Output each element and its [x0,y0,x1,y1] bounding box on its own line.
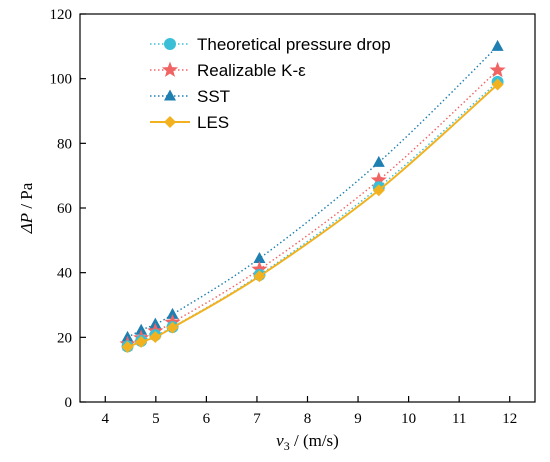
x-axis-subscript: 3 [284,439,290,453]
legend-marker-theoretical-pressure-drop [164,38,176,50]
x-tick-label: 7 [253,411,261,427]
x-axis-title: v3 / (m/s) [276,431,339,453]
x-tick-label: 11 [452,411,466,427]
x-tick-label: 5 [152,411,160,427]
y-axis-unit: / Pa [17,182,36,213]
x-tick-label: 6 [203,411,211,427]
data-point-sst [491,39,504,51]
y-axis-variable: ΔP [17,213,36,234]
series-sst [121,39,504,342]
legend-label-sst: SST [197,87,230,106]
y-tick-label: 120 [50,7,73,23]
series-line-les [127,83,499,348]
legend-label-les: LES [197,113,229,132]
data-point-les [121,341,134,354]
data-point-sst [372,155,385,167]
legend-label-realizable-k: Realizable K-ε [197,61,306,80]
legend-item-sst: SST [150,87,230,106]
data-point-realizable-k [251,260,268,277]
legend-item-realizable-k: Realizable K-ε [150,61,306,80]
series-realizable-k [119,61,506,351]
legend-marker-sst [164,89,176,101]
data-point-sst [253,251,266,263]
data-point-sst [135,323,148,335]
series-theoretical-pressure-drop [121,75,504,353]
series-layer [119,39,506,354]
y-tick-label: 20 [57,330,72,346]
data-point-les [166,321,179,334]
series-line-sst [127,45,499,338]
y-tick-label: 60 [57,201,72,217]
x-tick-label: 9 [354,411,362,427]
data-point-sst [166,307,179,319]
y-tick-label: 80 [57,136,72,152]
legend-marker-les [164,116,176,128]
legend-label-theoretical-pressure-drop: Theoretical pressure drop [197,35,391,54]
y-tick-label: 100 [50,72,73,88]
data-point-realizable-k [489,61,506,78]
x-tick-label: 4 [102,411,110,427]
y-tick-label: 0 [65,395,73,411]
series-les [121,78,504,354]
y-tick-label: 40 [57,266,72,282]
x-tick-label: 12 [502,411,517,427]
legend-marker-realizable-k [161,61,179,77]
legend: Theoretical pressure drop Realizable K-ε S… [150,35,391,132]
series-line-realizable-k [127,69,499,345]
data-point-les [372,184,385,197]
legend-item-theoretical-pressure-drop: Theoretical pressure drop [150,35,391,54]
x-axis-unit: / (m/s) [290,431,339,450]
plot-frame [79,13,536,403]
data-point-les [149,331,162,344]
x-tick-label: 10 [401,411,416,427]
y-axis-title: ΔP / Pa [17,182,36,234]
data-point-les [253,270,266,283]
data-point-les [135,335,148,348]
data-point-les [491,78,504,91]
x-axis-variable: v [276,431,284,450]
legend-item-les: LES [150,113,229,132]
data-point-realizable-k [370,171,387,188]
x-tick-label: 8 [304,411,312,427]
